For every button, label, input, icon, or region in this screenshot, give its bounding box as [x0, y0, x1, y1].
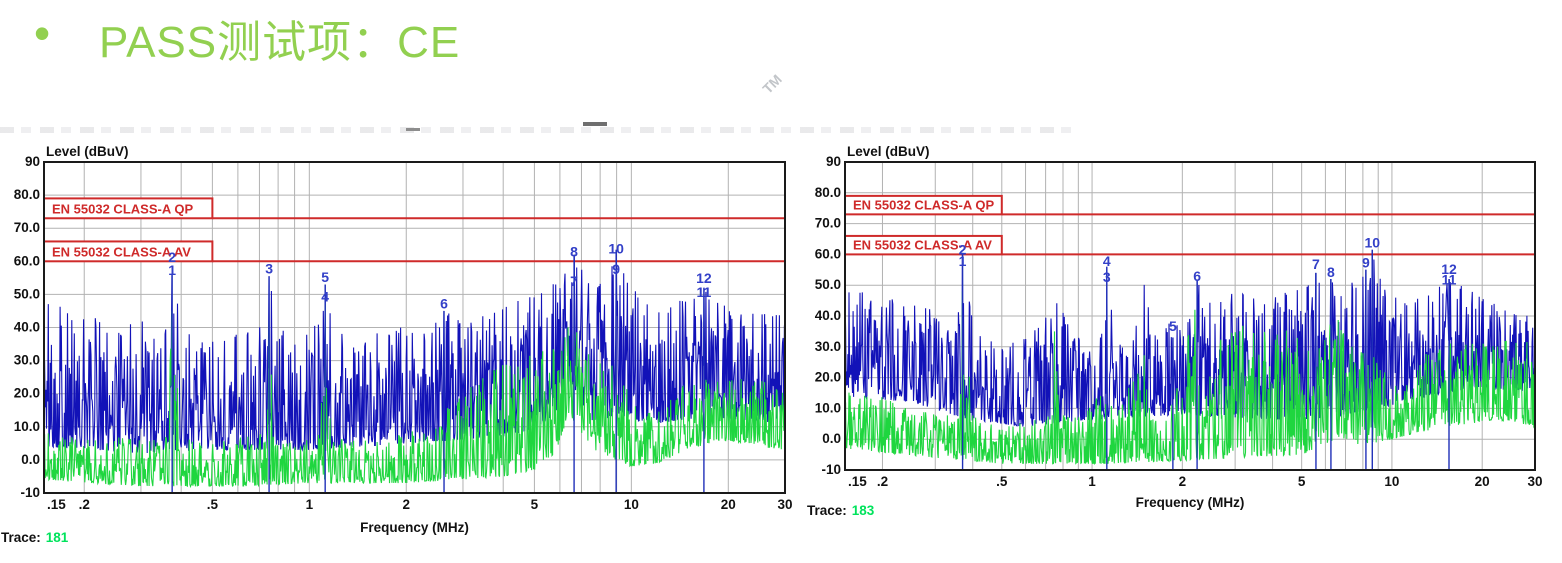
x-tick-label: .2 [877, 474, 888, 489]
x-tick-label: 5 [531, 497, 539, 512]
x-tick-label: 30 [777, 497, 792, 512]
y-tick-label: 70.0 [14, 220, 40, 235]
marker-4: 4 [1103, 253, 1111, 269]
marker-2: 2 [959, 241, 967, 257]
x-axis-title: Frequency (MHz) [360, 520, 469, 535]
limit-line: EN 55032 CLASS-A QP [844, 194, 1535, 216]
limit-label: EN 55032 CLASS-A QP [52, 201, 193, 216]
marker-3: 3 [1103, 269, 1111, 285]
x-tick-label: 30 [1527, 474, 1542, 489]
marker-2: 2 [168, 249, 176, 265]
average-trace [43, 304, 786, 489]
marker-10: 10 [1364, 235, 1380, 251]
peak-trace [844, 249, 1536, 427]
faded-header-dash [406, 128, 420, 131]
marker-9: 9 [612, 261, 620, 277]
x-tick-label: 10 [624, 497, 639, 512]
y-tick-label: 60.0 [14, 253, 40, 268]
y-tick-label: 40.0 [14, 320, 40, 335]
trace-id: 183 [852, 503, 875, 518]
x-tick-label: 10 [1384, 474, 1399, 489]
x-tick-label: .5 [996, 474, 1008, 489]
x-tick-label: 1 [1088, 474, 1096, 489]
y-tick-label: 90 [826, 154, 841, 169]
limit-line: EN 55032 CLASS-A AV [43, 240, 785, 263]
y-tick-label: -10 [20, 485, 40, 500]
x-axis-title: Frequency (MHz) [1136, 495, 1245, 510]
marker-7: 7 [570, 273, 578, 289]
marker-8: 8 [1327, 264, 1335, 280]
y-tick-label: 80.0 [14, 187, 40, 202]
x-tick-label: .15 [848, 474, 867, 489]
y-tick-label: -10 [821, 462, 841, 477]
y-tick-label: 30.0 [14, 353, 40, 368]
faded-header-artifact [0, 127, 1075, 133]
y-axis-title: Level (dBuV) [847, 144, 930, 159]
limit-label: EN 55032 CLASS-A AV [853, 237, 992, 252]
trace-label: Trace: 183 [807, 503, 875, 518]
y-tick-label: 50.0 [14, 286, 40, 301]
trace-label: Trace: 181 [1, 530, 69, 545]
marker-lines [961, 249, 1450, 470]
marker-10: 10 [608, 240, 624, 256]
y-tick-label: 80.0 [815, 185, 841, 200]
x-tick-label: .5 [207, 497, 219, 512]
marker-1: 1 [959, 253, 967, 269]
x-tick-label: 1 [306, 497, 314, 512]
limit-line: EN 55032 CLASS-A AV [844, 234, 1535, 256]
y-tick-label: 40.0 [815, 308, 841, 323]
marker-6: 6 [440, 295, 448, 311]
marker-7: 7 [1312, 256, 1320, 272]
x-tick-label: 20 [721, 497, 736, 512]
marker-9: 9 [1362, 255, 1370, 271]
average-trace [844, 291, 1536, 466]
marker-5: 5 [1169, 318, 1177, 334]
y-tick-label: 0.0 [822, 431, 841, 446]
title-bullet: • [34, 7, 51, 59]
marker-3: 3 [265, 261, 273, 277]
y-tick-label: 10.0 [815, 400, 841, 415]
marker-1: 1 [168, 262, 176, 278]
x-tick-label: 2 [403, 497, 411, 512]
limit-label: EN 55032 CLASS-A AV [52, 244, 191, 259]
trace-id: 181 [46, 530, 69, 545]
x-tick-label: 20 [1475, 474, 1490, 489]
y-tick-label: 60.0 [815, 246, 841, 261]
marker-11: 11 [1442, 272, 1457, 288]
limit-label: EN 55032 CLASS-A QP [853, 197, 994, 212]
x-tick-label: 2 [1179, 474, 1187, 489]
y-tick-label: 70.0 [815, 216, 841, 231]
marker-lines [171, 249, 705, 493]
x-tick-label: .15 [47, 497, 66, 512]
limit-line: EN 55032 CLASS-A QP [43, 197, 785, 220]
x-tick-label: .2 [79, 497, 90, 512]
x-tick-label: 5 [1298, 474, 1306, 489]
peak-trace [43, 249, 786, 454]
y-tick-label: 10.0 [14, 419, 40, 434]
y-tick-label: 30.0 [815, 339, 841, 354]
y-tick-label: 90 [25, 154, 40, 169]
marker-12: 12 [1441, 261, 1457, 277]
y-axis-title: Level (dBuV) [46, 144, 129, 159]
marker-8: 8 [570, 243, 578, 259]
y-tick-label: 20.0 [14, 386, 40, 401]
marker-6: 6 [1193, 268, 1201, 284]
page-title: PASS测试项：CE [99, 18, 461, 67]
marker-4: 4 [321, 289, 329, 305]
marker-5: 5 [321, 269, 329, 285]
y-tick-label: 50.0 [815, 277, 841, 292]
faded-header-dash [583, 122, 607, 126]
marker-11: 11 [697, 284, 712, 300]
emission-chart-181: EN 55032 CLASS-A QP EN 55032 CLASS-A AV Le… [1, 144, 793, 545]
y-tick-label: 0.0 [21, 452, 40, 467]
marker-12: 12 [696, 270, 712, 286]
y-tick-label: 20.0 [815, 370, 841, 385]
emission-chart-183: EN 55032 CLASS-A QP EN 55032 CLASS-A AV Le… [807, 144, 1543, 518]
